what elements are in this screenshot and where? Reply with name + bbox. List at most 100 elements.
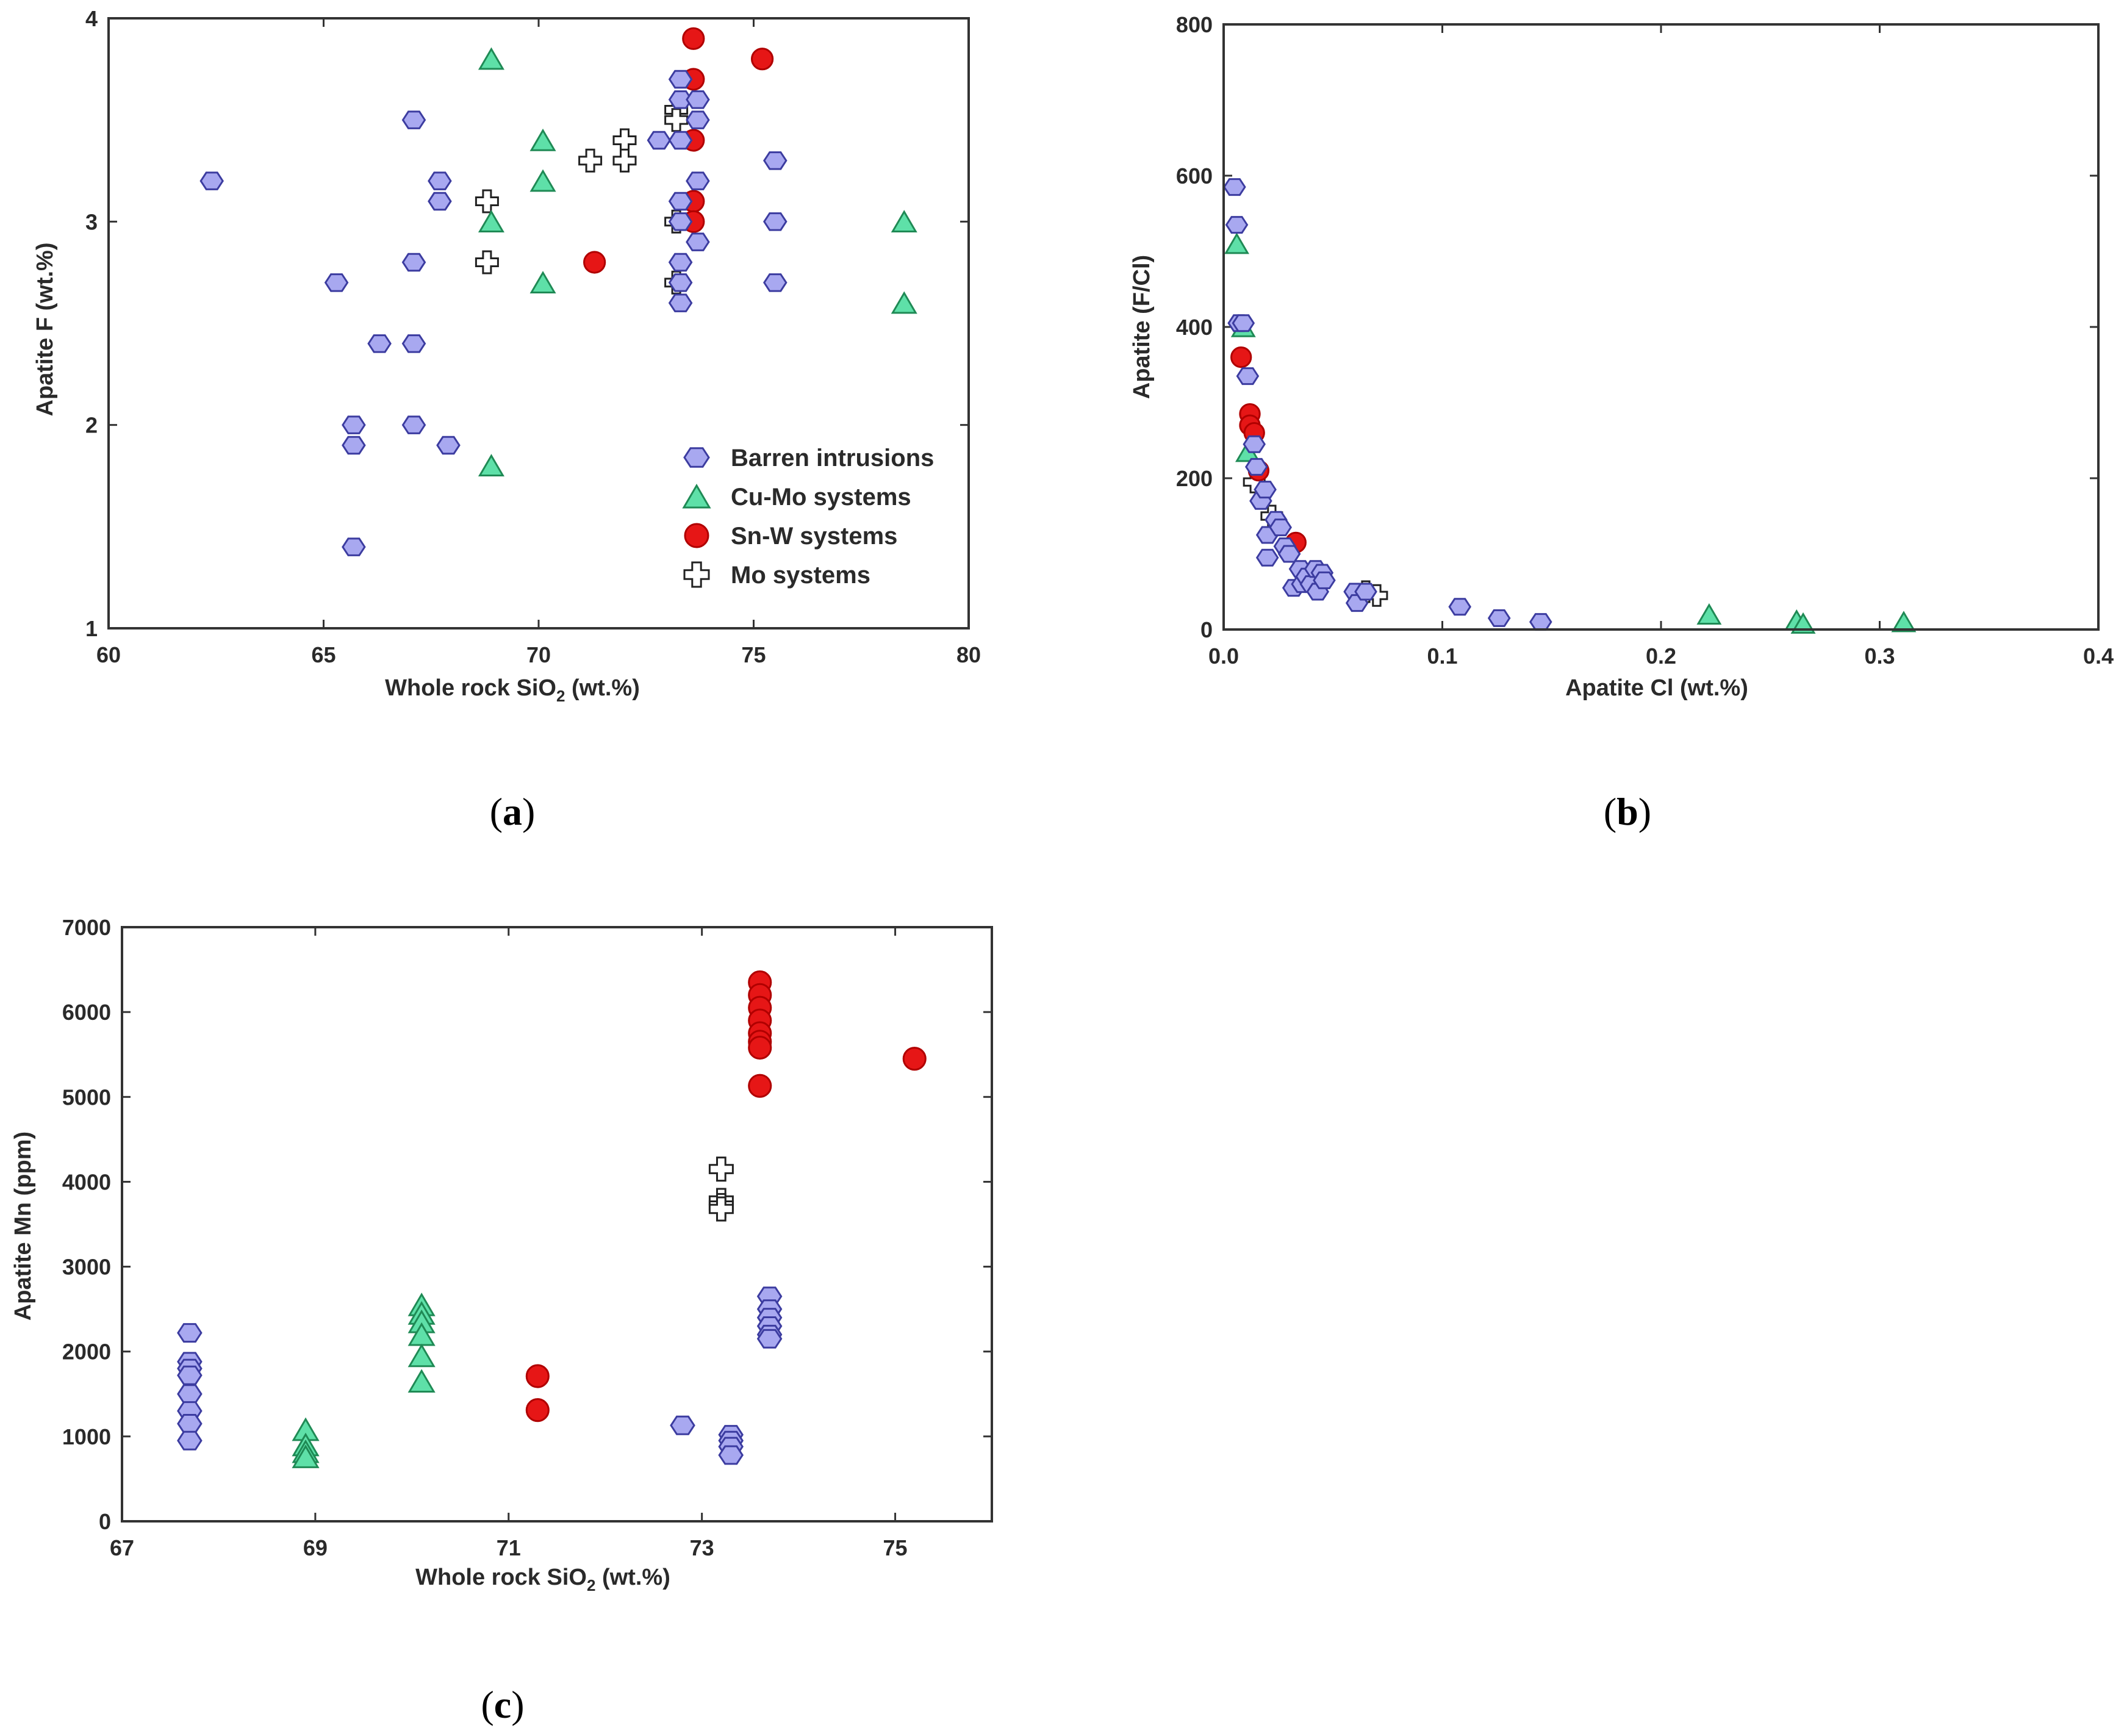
point-barren [763, 273, 788, 292]
point-barren [1277, 545, 1301, 563]
x-tick-label: 67 [110, 1535, 134, 1560]
point-cumo [1696, 603, 1722, 625]
point-cumo [1891, 611, 1917, 633]
point-barren [668, 273, 693, 292]
point-barren [1529, 613, 1552, 631]
y-tick-label: 5000 [62, 1085, 111, 1110]
panel-b-ticks [1222, 23, 2100, 631]
point-cumo [891, 291, 917, 314]
panel-b-label: (b) [1604, 790, 1651, 833]
point-mo [475, 250, 499, 274]
point-cumo [478, 454, 504, 477]
point-barren [668, 293, 693, 312]
legend-item-snw: Sn-W systems [684, 523, 897, 550]
point-cumo [407, 1369, 436, 1393]
y-tick-label: 4000 [62, 1169, 111, 1194]
panel-c-ticks [121, 926, 992, 1523]
point-barren [177, 1365, 203, 1385]
point-mo [664, 108, 689, 132]
y-tick-label: 1000 [62, 1424, 111, 1449]
legend-label-barren: Barren intrusions [731, 445, 934, 472]
panel-c-y-axis-label: Apatite Mn (ppm) [10, 1132, 36, 1321]
point-barren [1225, 216, 1249, 234]
panel-b: 0.0 0.1 0.2 0.3 0.4 0 200 400 600 800 Apatite Cl… [1129, 12, 2114, 833]
y-tick-label: 7000 [62, 915, 111, 940]
point-mo [475, 189, 499, 213]
point-cumo [478, 47, 504, 70]
point-mo [612, 128, 637, 152]
legend-symbol-snw [684, 523, 709, 548]
x-tick-label: 70 [526, 642, 551, 667]
point-barren [1255, 548, 1279, 567]
panel-a-y-tick-labels: 1 2 3 4 [85, 6, 98, 641]
panel-b-y-tick-labels: 0 200 400 600 800 [1176, 12, 1213, 642]
point-barren [1223, 178, 1246, 196]
point-barren [686, 90, 710, 109]
y-tick-label: 0 [99, 1509, 111, 1534]
panel-b-y-axis-label: Apatite (F/Cl) [1129, 255, 1155, 399]
y-tick-label: 200 [1176, 466, 1213, 491]
point-barren [686, 171, 710, 190]
panel-c-y-tick-labels: 0 1000 2000 3000 4000 5000 6000 7000 [62, 915, 111, 1534]
legend-label-mo: Mo systems [731, 562, 870, 589]
point-barren [324, 273, 349, 292]
y-tick-label: 1 [85, 616, 98, 641]
point-barren [668, 131, 693, 150]
point-barren [668, 70, 693, 89]
y-tick-label: 0 [1200, 617, 1213, 642]
point-barren [1254, 481, 1277, 499]
point-barren [1232, 314, 1255, 332]
point-snw [1230, 346, 1252, 368]
panel-a-x-tick-labels: 60 65 70 75 80 [96, 642, 981, 667]
panel-b-frame [1222, 23, 2100, 631]
y-tick-label: 400 [1176, 315, 1213, 340]
panel-b-points [1223, 178, 1917, 634]
legend-marker-cumo [682, 484, 711, 509]
point-barren [670, 1415, 695, 1435]
x-tick-label: 75 [741, 642, 766, 667]
point-snw [525, 1398, 550, 1422]
point-snw [682, 27, 705, 50]
point-barren [428, 192, 452, 211]
y-tick-label: 600 [1176, 163, 1213, 188]
x-tick-label: 73 [690, 1535, 714, 1560]
point-barren [1243, 435, 1266, 453]
panel-b-x-tick-labels: 0.0 0.1 0.2 0.3 0.4 [1208, 644, 2114, 669]
point-cumo [292, 1444, 320, 1468]
y-tick-label: 6000 [62, 1000, 111, 1025]
point-snw [583, 251, 606, 274]
point-barren [436, 436, 461, 455]
point-barren [668, 192, 693, 211]
point-snw [525, 1364, 550, 1388]
point-cumo [529, 169, 556, 192]
point-barren [668, 212, 693, 231]
point-barren [401, 334, 426, 353]
point-mo [612, 148, 637, 173]
point-cumo [1790, 612, 1816, 634]
point-barren [756, 1329, 783, 1349]
legend-item-barren: Barren intrusions [683, 445, 934, 472]
x-tick-label: 60 [96, 642, 121, 667]
y-tick-label: 800 [1176, 12, 1213, 37]
point-barren [686, 110, 710, 129]
x-tick-label: 71 [497, 1535, 521, 1560]
point-cumo [478, 210, 504, 233]
legend-marker-mo [683, 561, 710, 588]
panel-c-frame [121, 926, 993, 1523]
point-barren [177, 1430, 203, 1451]
point-mo [708, 1196, 734, 1222]
y-tick-label: 2 [85, 413, 98, 438]
point-barren [763, 212, 788, 231]
point-snw [902, 1047, 927, 1071]
point-snw [748, 1036, 772, 1060]
point-mo [708, 1157, 734, 1182]
point-cumo [529, 271, 556, 294]
panel-c-label: (c) [481, 1683, 524, 1726]
point-barren [342, 436, 366, 455]
panel-a-y-axis-label: Apatite F (wt.%) [32, 243, 58, 417]
point-barren [401, 253, 426, 272]
legend-marker-snw [684, 523, 709, 548]
panel-c: 67 69 71 73 75 0 1000 2000 3000 4000 5000 6000 7000… [10, 915, 993, 1726]
point-barren [177, 1414, 203, 1433]
